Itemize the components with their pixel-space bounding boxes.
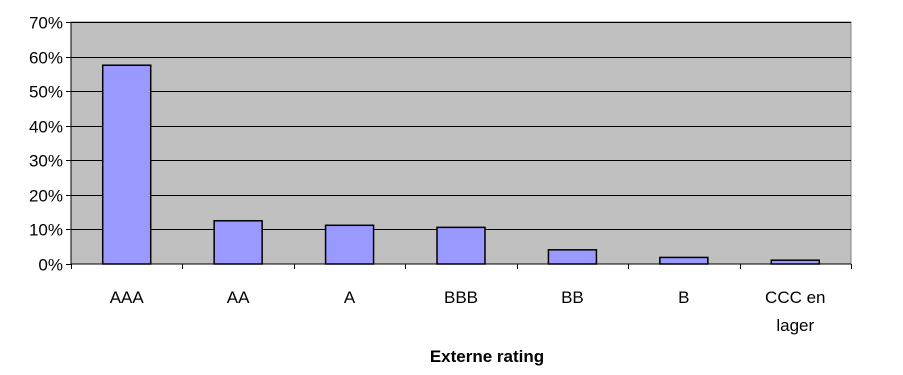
bar-b	[659, 256, 709, 265]
x-tick-label: BBB	[444, 288, 478, 307]
bars	[101, 64, 821, 265]
bar-aa	[213, 220, 263, 265]
bar-a	[324, 224, 375, 265]
y-tick-label: 70%	[29, 14, 63, 33]
plot-area	[70, 21, 852, 265]
bar-bb	[547, 249, 598, 265]
x-tick-label: A	[344, 288, 356, 307]
y-tick-label: 50%	[29, 83, 63, 102]
y-axis-ticks: 0% 10% 20% 30% 40% 50% 60% 70%	[29, 14, 71, 275]
bar-ccc-en-lager	[770, 259, 821, 265]
x-tick-label: AA	[227, 288, 250, 307]
y-tick-label: 20%	[29, 187, 63, 206]
bar-aaa	[101, 64, 152, 265]
x-tick-label: CCC en	[765, 288, 825, 307]
y-tick-label: 40%	[29, 118, 63, 137]
y-tick-label: 10%	[29, 221, 63, 240]
y-tick-label: 0%	[38, 256, 63, 275]
x-tick-label: BB	[561, 288, 584, 307]
x-tick-label: AAA	[110, 288, 145, 307]
x-axis-title: Externe rating	[430, 347, 544, 366]
x-tick-label: lager	[776, 316, 814, 335]
bar-bbb	[436, 226, 486, 265]
y-tick-label: 30%	[29, 152, 63, 171]
x-tick-label: B	[678, 288, 689, 307]
grid-lines	[71, 22, 851, 230]
y-tick-label: 60%	[29, 49, 63, 68]
